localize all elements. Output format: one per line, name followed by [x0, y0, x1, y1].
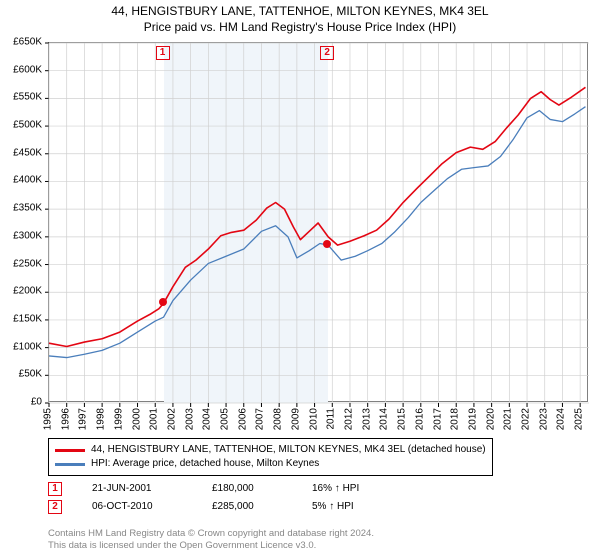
x-axis-tick-label: 2006 — [237, 408, 248, 430]
x-axis-tick-label: 2017 — [432, 408, 443, 430]
sale-price: £285,000 — [212, 498, 282, 516]
legend-label: 44, HENGISTBURY LANE, TATTENHOE, MILTON … — [91, 443, 486, 457]
chart-svg — [49, 43, 589, 403]
y-axis-tick-label: £500K — [4, 120, 42, 131]
chart-title-subtitle: Price paid vs. HM Land Registry's House … — [0, 20, 600, 34]
sale-date: 06-OCT-2010 — [92, 498, 182, 516]
x-axis-tick-label: 2010 — [308, 408, 319, 430]
y-axis-tick-label: £550K — [4, 92, 42, 103]
x-axis-tick-label: 2008 — [273, 408, 284, 430]
y-axis-tick-label: £50K — [4, 369, 42, 380]
x-axis-tick-label: 2007 — [255, 408, 266, 430]
sale-row-marker: 1 — [48, 482, 62, 496]
x-axis-tick-label: 2016 — [414, 408, 425, 430]
legend-label: HPI: Average price, detached house, Milt… — [91, 457, 319, 471]
x-axis-tick-label: 2001 — [149, 408, 160, 430]
x-axis-tick-label: 2004 — [202, 408, 213, 430]
legend-item: HPI: Average price, detached house, Milt… — [55, 457, 486, 471]
y-axis-tick-label: £100K — [4, 341, 42, 352]
footer-attribution: Contains HM Land Registry data © Crown c… — [48, 528, 374, 552]
sale-marker-dot — [323, 240, 331, 248]
x-axis-tick-label: 2003 — [184, 408, 195, 430]
x-axis-tick-label: 2014 — [379, 408, 390, 430]
x-axis-tick-label: 2023 — [538, 408, 549, 430]
x-axis-tick-label: 2002 — [166, 408, 177, 430]
sale-price: £180,000 — [212, 480, 282, 498]
footer-line1: Contains HM Land Registry data © Crown c… — [48, 528, 374, 540]
x-axis-tick-label: 2000 — [131, 408, 142, 430]
sale-row: 2 06-OCT-2010 £285,000 5% ↑ HPI — [48, 498, 392, 516]
sale-hpi-delta: 5% ↑ HPI — [312, 498, 392, 516]
footer-line2: This data is licensed under the Open Gov… — [48, 540, 374, 552]
sale-row-marker: 2 — [48, 500, 62, 514]
x-axis-tick-label: 2025 — [574, 408, 585, 430]
sale-marker-box: 1 — [156, 46, 170, 60]
x-axis-tick-label: 2024 — [556, 408, 567, 430]
x-axis-tick-label: 2015 — [397, 408, 408, 430]
x-axis-tick-label: 2022 — [521, 408, 532, 430]
x-axis-tick-label: 2018 — [450, 408, 461, 430]
sale-marker-box: 2 — [320, 46, 334, 60]
legend-swatch — [55, 449, 85, 452]
x-axis-tick-label: 2013 — [361, 408, 372, 430]
y-axis-tick-label: £650K — [4, 37, 42, 48]
x-axis-tick-label: 2009 — [290, 408, 301, 430]
y-axis-tick-label: £600K — [4, 64, 42, 75]
sales-table: 1 21-JUN-2001 £180,000 16% ↑ HPI 2 06-OCT-201… — [48, 480, 392, 516]
y-axis-tick-label: £0 — [4, 397, 42, 408]
x-axis-tick-label: 1995 — [43, 408, 54, 430]
x-axis-tick-label: 1996 — [60, 408, 71, 430]
legend-item: 44, HENGISTBURY LANE, TATTENHOE, MILTON … — [55, 443, 486, 457]
y-axis-tick-label: £300K — [4, 230, 42, 241]
sale-hpi-delta: 16% ↑ HPI — [312, 480, 392, 498]
x-axis-tick-label: 2012 — [343, 408, 354, 430]
x-axis-tick-label: 1998 — [96, 408, 107, 430]
sale-marker-dot — [159, 298, 167, 306]
chart-title-address: 44, HENGISTBURY LANE, TATTENHOE, MILTON … — [0, 4, 600, 18]
legend-swatch — [55, 463, 85, 466]
chart-title-block: 44, HENGISTBURY LANE, TATTENHOE, MILTON … — [0, 0, 600, 36]
x-axis-tick-label: 2021 — [503, 408, 514, 430]
x-axis-tick-label: 2020 — [485, 408, 496, 430]
chart-plot-area — [48, 42, 588, 402]
x-axis-tick-label: 1999 — [113, 408, 124, 430]
y-axis-tick-label: £350K — [4, 203, 42, 214]
legend: 44, HENGISTBURY LANE, TATTENHOE, MILTON … — [48, 438, 493, 476]
y-axis-tick-label: £400K — [4, 175, 42, 186]
y-axis-tick-label: £250K — [4, 258, 42, 269]
sale-date: 21-JUN-2001 — [92, 480, 182, 498]
y-axis-tick-label: £450K — [4, 147, 42, 158]
sale-row: 1 21-JUN-2001 £180,000 16% ↑ HPI — [48, 480, 392, 498]
y-axis-tick-label: £200K — [4, 286, 42, 297]
x-axis-tick-label: 1997 — [78, 408, 89, 430]
x-axis-tick-label: 2005 — [220, 408, 231, 430]
y-axis-tick-label: £150K — [4, 313, 42, 324]
x-axis-tick-label: 2011 — [326, 408, 337, 430]
x-axis-tick-label: 2019 — [467, 408, 478, 430]
